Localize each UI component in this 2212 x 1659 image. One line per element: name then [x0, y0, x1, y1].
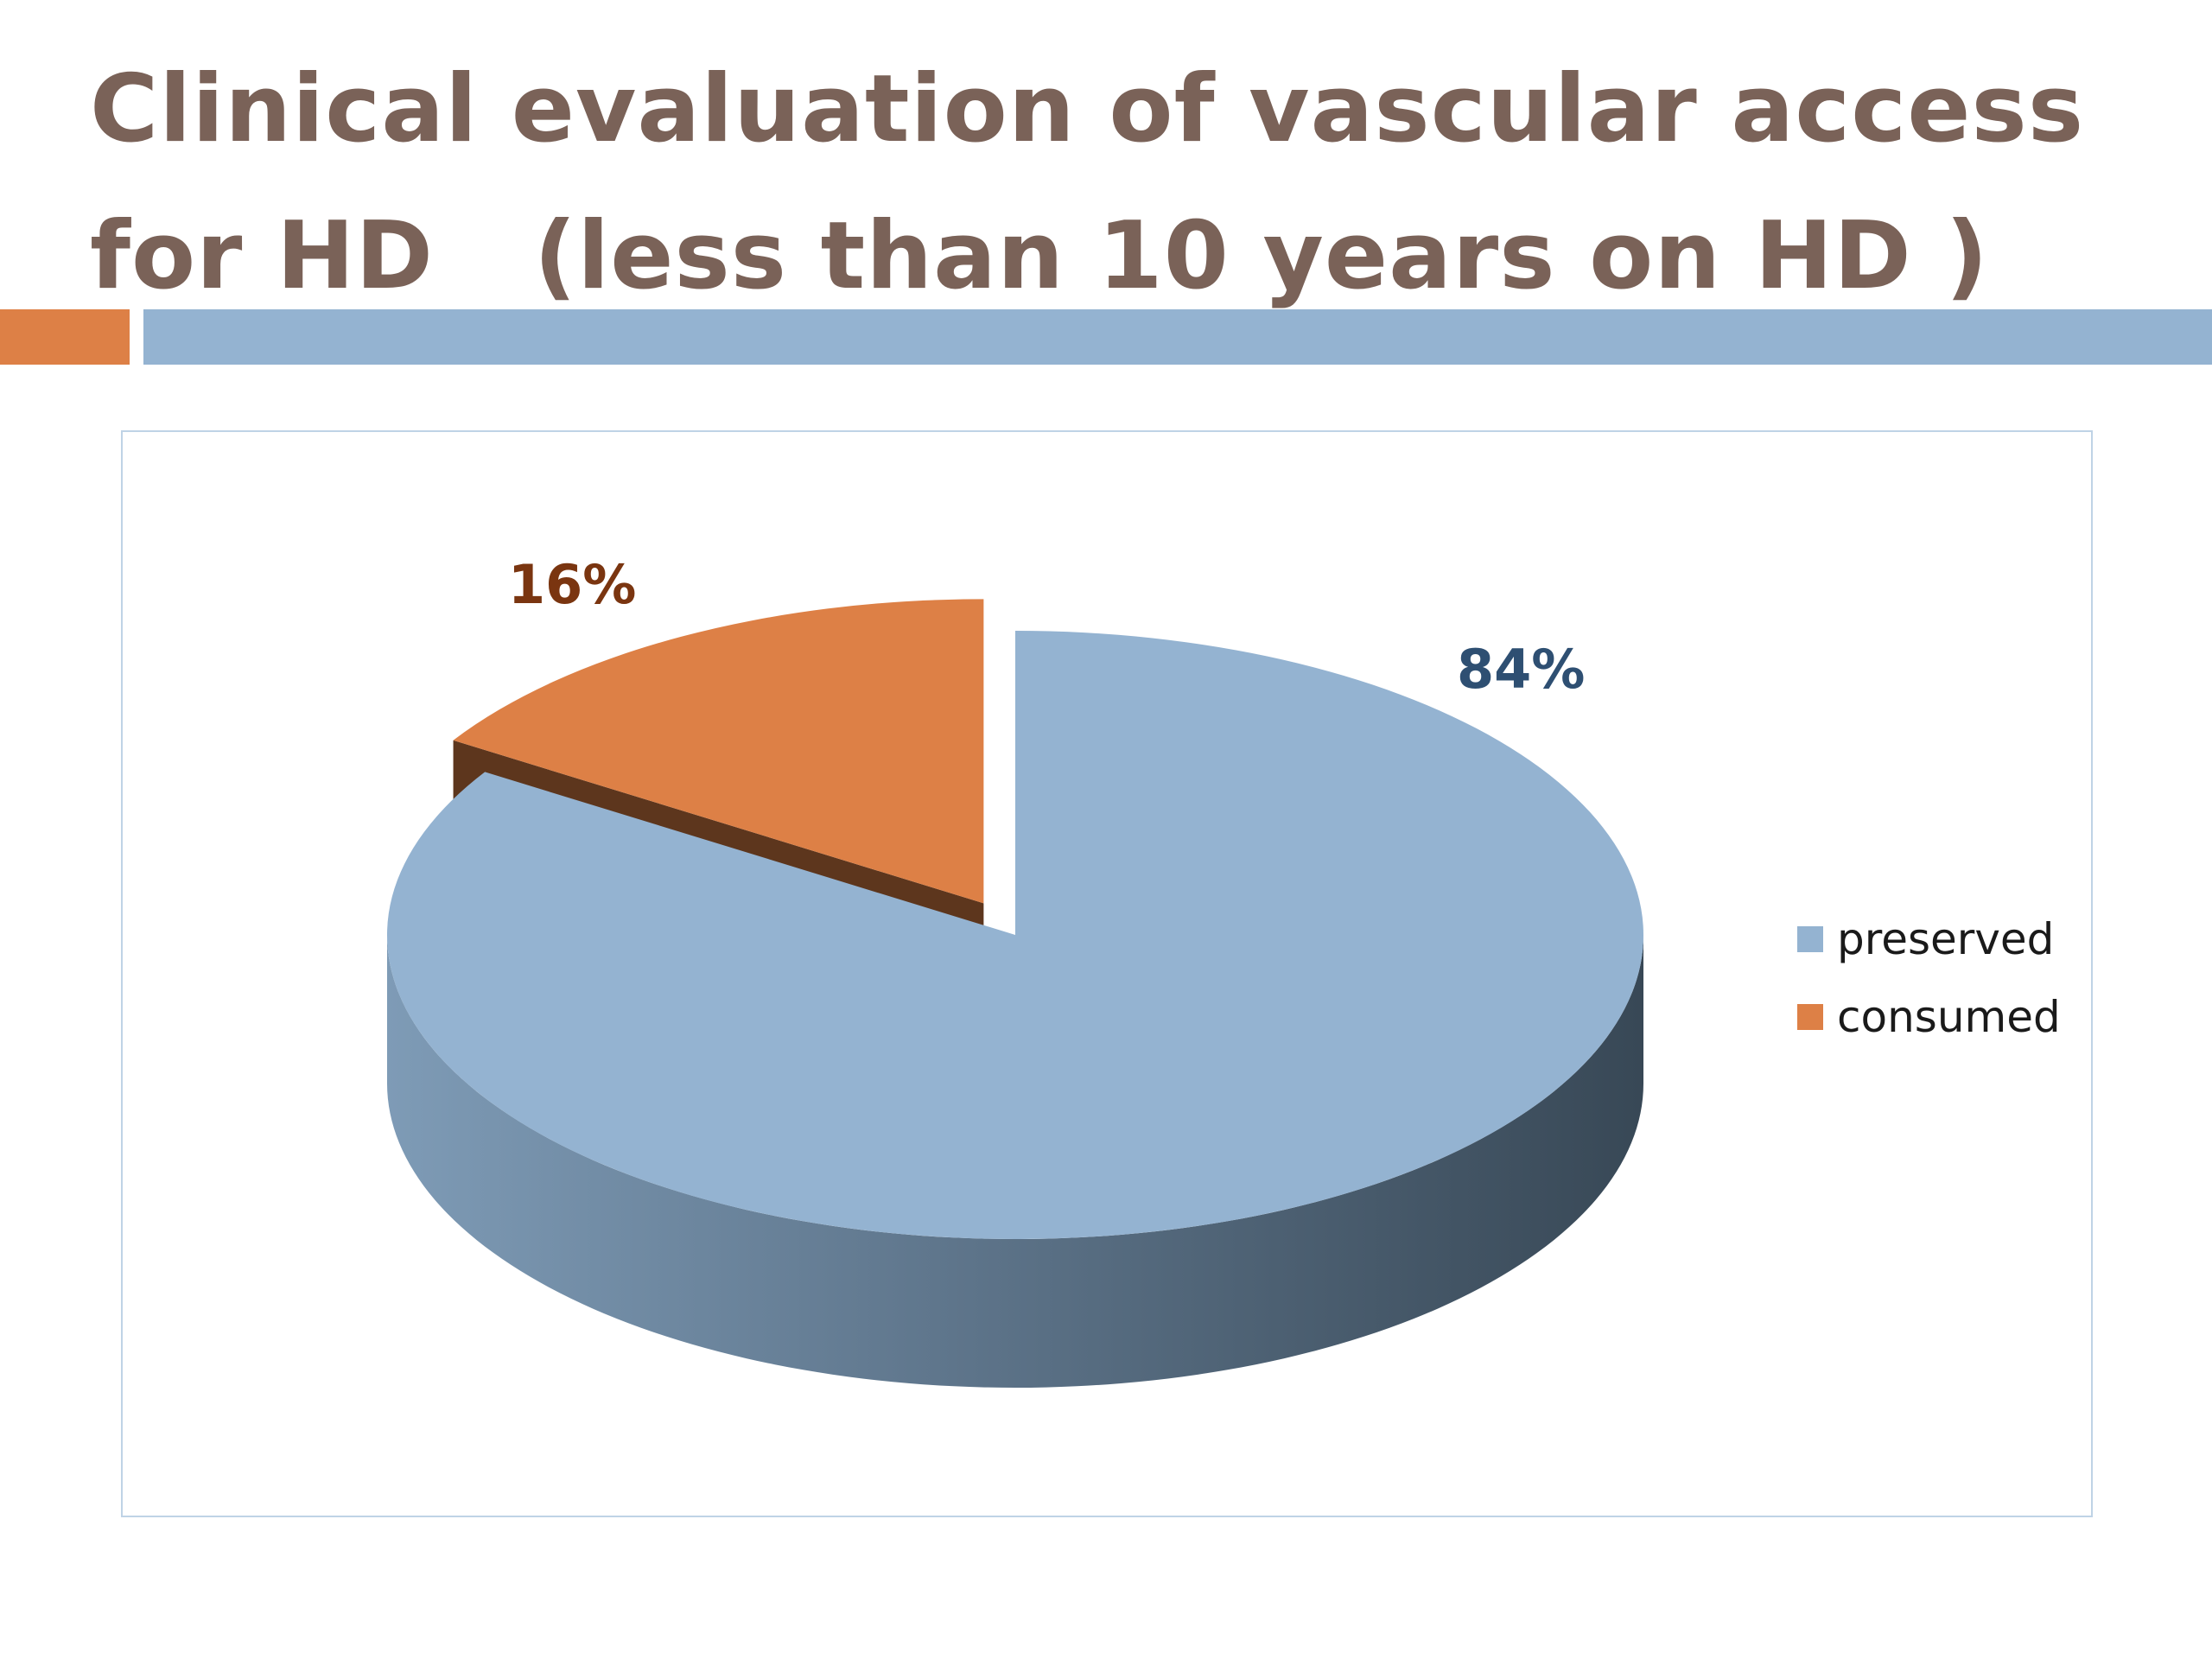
legend-label-preserved: preserved — [1837, 914, 2055, 964]
pie-slice-preserved-side — [387, 935, 1643, 1388]
data-label-consumed: 16% — [508, 553, 637, 616]
title-accent-bar-blue — [143, 309, 2212, 365]
title-accent-bar-orange — [0, 309, 130, 365]
legend-item-consumed: consumed — [1797, 987, 2061, 1047]
chart-legend: preserved consumed — [1797, 909, 2061, 1065]
legend-item-preserved: preserved — [1797, 909, 2061, 969]
legend-swatch-preserved — [1797, 926, 1823, 952]
data-label-preserved: 84% — [1457, 638, 1586, 701]
pie-slice-consumed — [453, 599, 984, 904]
legend-swatch-consumed — [1797, 1004, 1823, 1030]
slide-title-line-1: Clinical evaluation of vascular access — [90, 55, 2085, 163]
slide-title-line-2: for HD (less than 10 years on HD ) — [90, 202, 1989, 310]
legend-label-consumed: consumed — [1837, 992, 2061, 1042]
pie-slice-preserved — [386, 631, 1643, 1239]
slide-title: Clinical evaluation of vascular access f… — [90, 36, 2146, 330]
